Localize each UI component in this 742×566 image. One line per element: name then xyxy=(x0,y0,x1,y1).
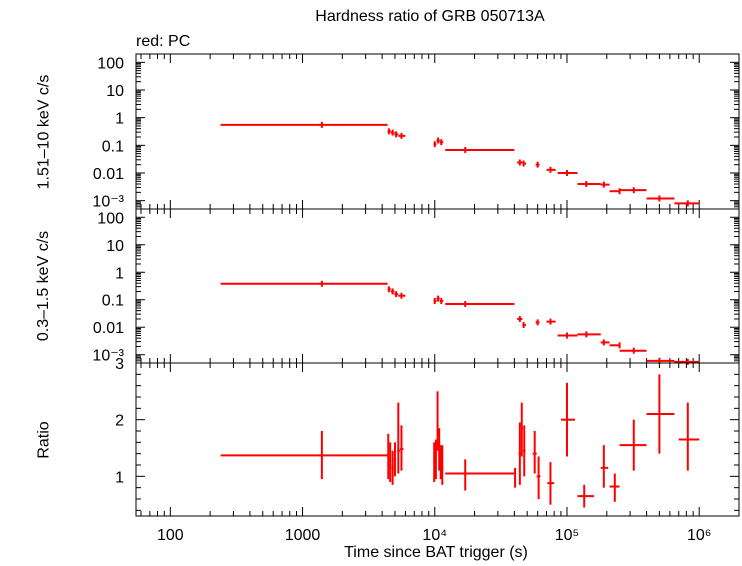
y-tick-label: 10⁻³ xyxy=(92,194,124,211)
y-tick-label: 0.1 xyxy=(102,293,124,310)
y-tick-label: 100 xyxy=(97,55,124,72)
y-tick-label: 10 xyxy=(106,238,124,255)
y-tick-label: 3 xyxy=(115,356,124,373)
y-tick-label: 1 xyxy=(115,111,124,128)
y-tick-label: 0.01 xyxy=(93,166,124,183)
panel-frame-ratio xyxy=(135,362,740,517)
y-tick-label: 1 xyxy=(115,265,124,282)
x-tick-label: 10⁵ xyxy=(555,527,579,544)
panel-frame-hard xyxy=(135,53,740,210)
x-tick-label: 10⁴ xyxy=(422,527,447,544)
chart-title: Hardness ratio of GRB 050713A xyxy=(315,8,545,25)
y-tick-label: 10⁻³ xyxy=(92,348,124,365)
x-tick-label: 10⁶ xyxy=(687,527,711,544)
y-axis-label-ratio: Ratio xyxy=(35,421,53,459)
panel-frame-soft xyxy=(135,208,740,364)
y-tick-label: 1 xyxy=(115,469,124,486)
x-tick-label: 1000 xyxy=(285,527,321,544)
y-tick-label: 2 xyxy=(115,413,124,430)
x-axis-label: Time since BAT trigger (s) xyxy=(344,544,528,561)
y-tick-label: 0.1 xyxy=(102,138,124,155)
y-tick-label: 100 xyxy=(97,210,124,227)
y-tick-label: 0.01 xyxy=(93,320,124,337)
chart-subtitle: red: PC xyxy=(136,33,191,50)
y-axis-label-hard: 1.51–10 keV c/s xyxy=(34,74,52,190)
y-tick-label: 10 xyxy=(106,83,124,100)
y-axis-label-soft: 0.3–1.5 keV c/s xyxy=(35,230,53,342)
x-tick-label: 100 xyxy=(157,527,184,544)
